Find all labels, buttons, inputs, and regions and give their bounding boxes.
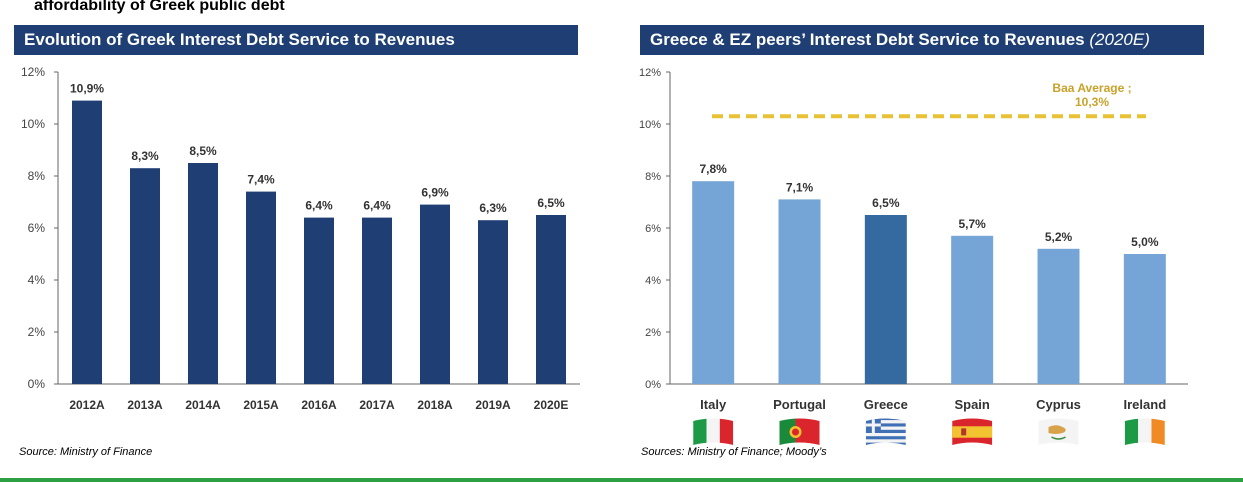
spain-flag-icon: [952, 418, 993, 445]
left-y-tick-label: 8%: [28, 169, 46, 183]
right-chart-source: Sources: Ministry of Finance; Moody’s: [641, 446, 827, 458]
left-bar-value-label: 10,9%: [70, 82, 104, 96]
left-x-tick-label: 2013A: [127, 398, 163, 412]
left-bar: [72, 100, 102, 384]
left-bar-value-label: 8,5%: [189, 144, 217, 158]
left-bar: [246, 191, 276, 384]
greece-flag-icon: [865, 418, 906, 445]
left-bar: [478, 220, 508, 384]
right-bar-value-label: 5,2%: [1045, 230, 1073, 244]
ireland-flag-icon: [1124, 418, 1165, 445]
right-x-tick-label: Cyprus: [1036, 397, 1081, 412]
left-bar: [362, 217, 392, 384]
right-x-tick-label: Portugal: [773, 397, 826, 412]
left-bar: [536, 215, 566, 384]
left-y-tick-label: 10%: [21, 117, 45, 131]
left-bar-value-label: 6,9%: [421, 186, 449, 200]
baa-average-value: 10,3%: [1075, 95, 1109, 109]
left-y-tick-label: 6%: [28, 221, 46, 235]
left-chart-title: Evolution of Greek Interest Debt Service…: [14, 25, 578, 55]
left-x-tick-label: 2012A: [69, 398, 105, 412]
left-bar: [188, 163, 218, 384]
right-chart-title-suffix: (2020E): [1089, 30, 1150, 49]
right-chart-title-text: Greece & EZ peers’ Interest Debt Service…: [650, 30, 1085, 49]
right-x-tick-label: Spain: [954, 397, 989, 412]
right-bar: [692, 181, 735, 384]
left-chart-title-text: Evolution of Greek Interest Debt Service…: [24, 30, 455, 49]
left-chart-source: Source: Ministry of Finance: [19, 446, 153, 458]
right-bar: [1123, 254, 1166, 384]
left-x-tick-label: 2014A: [185, 398, 221, 412]
right-y-tick-label: 10%: [639, 119, 661, 131]
right-bar-value-label: 5,0%: [1131, 235, 1159, 249]
italy-flag-icon: [693, 418, 734, 445]
left-bar: [304, 217, 334, 384]
left-chart: 0% 2% 4% 6% 8% 10% 12% 10,9% 2012A 8,3% 2013A 8,5% 2…: [21, 65, 580, 412]
left-bar-value-label: 8,3%: [131, 149, 159, 163]
left-x-tick-label: 2017A: [359, 398, 395, 412]
cyprus-flag-icon: [1038, 418, 1079, 445]
right-bar: [1037, 248, 1080, 384]
right-bar: [864, 215, 907, 384]
left-y-tick-label: 2%: [28, 325, 46, 339]
right-bar-value-label: 5,7%: [958, 217, 986, 231]
portugal-flag-icon: [779, 418, 820, 445]
left-x-tick-label: 2019A: [475, 398, 511, 412]
right-bar-value-label: 7,1%: [786, 180, 814, 194]
right-bar: [951, 235, 994, 384]
left-y-tick-label: 12%: [21, 65, 45, 79]
left-bar: [420, 204, 450, 384]
right-y-tick-label: 8%: [645, 171, 661, 183]
left-y-tick-label: 0%: [28, 377, 46, 391]
footer-rule: [0, 478, 1243, 482]
right-x-tick-label: Greece: [864, 397, 908, 412]
left-bar: [130, 168, 160, 384]
baa-average-label: Baa Average ;: [1052, 81, 1131, 95]
right-y-tick-label: 12%: [639, 67, 661, 79]
right-chart: 0% 2% 4% 6% 8% 10% 12% Baa Average ;10,3% 7,8% It…: [639, 67, 1188, 445]
right-y-tick-label: 6%: [645, 223, 661, 235]
left-x-tick-label: 2020E: [534, 398, 569, 412]
left-bar-value-label: 6,5%: [537, 196, 565, 210]
right-x-tick-label: Ireland: [1124, 397, 1167, 412]
right-chart-title: Greece & EZ peers’ Interest Debt Service…: [640, 25, 1204, 55]
left-bar-value-label: 7,4%: [247, 173, 275, 187]
left-x-tick-label: 2015A: [243, 398, 279, 412]
right-bar-value-label: 7,8%: [699, 162, 727, 176]
right-bar: [778, 199, 821, 384]
right-y-tick-label: 4%: [645, 275, 661, 287]
left-x-tick-label: 2016A: [301, 398, 337, 412]
left-bar-value-label: 6,4%: [363, 199, 391, 213]
right-y-tick-label: 0%: [645, 379, 661, 391]
right-y-tick-label: 2%: [645, 327, 661, 339]
right-bar-value-label: 6,5%: [872, 196, 900, 210]
right-x-tick-label: Italy: [700, 397, 727, 412]
left-y-tick-label: 4%: [28, 273, 46, 287]
page-title: affordability of Greek public debt: [34, 0, 285, 14]
left-bar-value-label: 6,4%: [305, 199, 333, 213]
left-bar-value-label: 6,3%: [479, 201, 507, 215]
left-x-tick-label: 2018A: [417, 398, 453, 412]
